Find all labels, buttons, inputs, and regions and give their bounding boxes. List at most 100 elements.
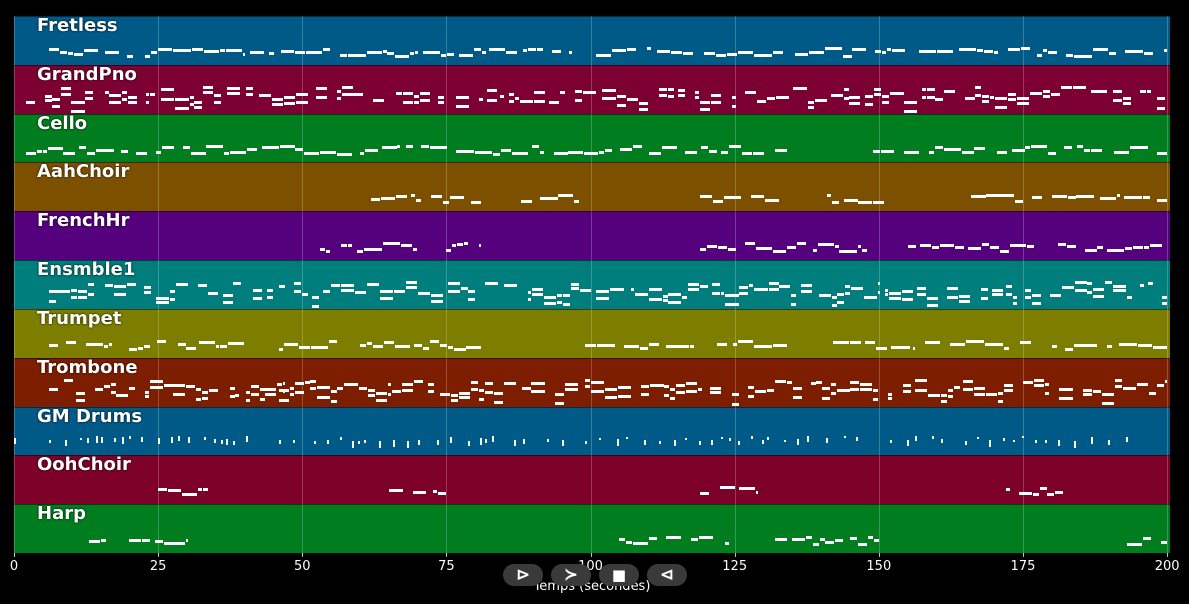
note [915, 389, 928, 393]
note [1064, 145, 1073, 149]
track-ensmble1[interactable]: Ensmble1 [14, 260, 1170, 309]
note [1004, 388, 1014, 392]
track-cello[interactable]: Cello [14, 113, 1170, 163]
note [325, 250, 331, 253]
note [104, 91, 109, 95]
note [562, 293, 571, 297]
note [279, 439, 282, 444]
note [128, 96, 138, 100]
note [699, 441, 702, 446]
note [101, 539, 107, 543]
note [459, 53, 474, 57]
note [1012, 149, 1025, 153]
note [915, 436, 918, 442]
track-trumpet[interactable]: Trumpet [14, 308, 1170, 358]
note [904, 150, 919, 154]
note [1074, 440, 1077, 448]
note [197, 283, 208, 287]
track-trombone[interactable]: Trombone [14, 357, 1170, 407]
track-oohchoir[interactable]: OohChoir [14, 455, 1170, 505]
note [842, 54, 852, 58]
note [417, 291, 431, 295]
note [336, 90, 341, 94]
note [383, 341, 395, 345]
note [1012, 302, 1017, 306]
note [584, 385, 591, 389]
note [414, 380, 424, 384]
stop-button[interactable]: ■ [599, 564, 639, 586]
note [609, 287, 624, 291]
note [330, 283, 340, 287]
note [873, 87, 881, 91]
note [844, 292, 851, 296]
note [293, 290, 302, 294]
note [379, 289, 393, 293]
note [439, 344, 447, 348]
note [825, 437, 828, 443]
track-harp[interactable]: Harp [14, 504, 1170, 553]
note [253, 296, 263, 300]
track-frenchhr[interactable]: FrenchHr [14, 211, 1170, 261]
note [245, 399, 250, 403]
note [527, 290, 532, 294]
note [744, 242, 755, 246]
note [295, 148, 303, 152]
tick-mark [878, 553, 880, 557]
note [966, 340, 985, 344]
note [521, 386, 531, 390]
note [1033, 379, 1045, 383]
note [283, 95, 296, 99]
note [738, 440, 741, 445]
note [1024, 289, 1032, 293]
note [229, 386, 235, 390]
note [402, 382, 414, 386]
note [812, 248, 817, 252]
note [981, 297, 989, 301]
note [1060, 86, 1072, 90]
note [467, 440, 470, 446]
note [669, 388, 676, 392]
note [267, 295, 274, 299]
note [1023, 380, 1033, 384]
note [113, 438, 116, 442]
note [188, 436, 191, 443]
note [144, 344, 150, 348]
track-gm-drums[interactable]: GM Drums [14, 406, 1170, 456]
track-grandpno[interactable]: GrandPno [14, 64, 1170, 114]
note [480, 437, 483, 445]
note [373, 345, 383, 349]
note [571, 287, 580, 291]
note [431, 194, 443, 198]
note [109, 94, 122, 98]
note [48, 47, 60, 51]
track-fretless[interactable]: Fretless [14, 16, 1170, 65]
note [161, 145, 175, 149]
note [670, 51, 683, 55]
note [864, 295, 877, 299]
grid-line [734, 16, 736, 553]
note [511, 152, 529, 156]
note [700, 101, 710, 105]
track-aahchoir[interactable]: AahChoir [14, 162, 1170, 212]
note [259, 94, 272, 98]
note [109, 101, 122, 105]
track-name: Trumpet [37, 308, 122, 329]
note [591, 390, 604, 394]
note [837, 300, 844, 304]
note [366, 283, 380, 286]
note [831, 295, 837, 299]
note [947, 296, 958, 300]
note [981, 99, 989, 103]
note [1047, 493, 1054, 497]
note [450, 393, 459, 397]
track-name: Trombone [37, 357, 138, 378]
note [493, 400, 504, 404]
note [921, 95, 926, 99]
rewind-button[interactable]: ⊲ [647, 564, 687, 586]
note [348, 243, 353, 247]
note [48, 439, 51, 443]
tick-mark [302, 553, 304, 557]
play-button[interactable]: ⊳ [503, 564, 543, 586]
fast-forward-button[interactable]: ≻ [551, 564, 591, 586]
note [484, 282, 499, 286]
